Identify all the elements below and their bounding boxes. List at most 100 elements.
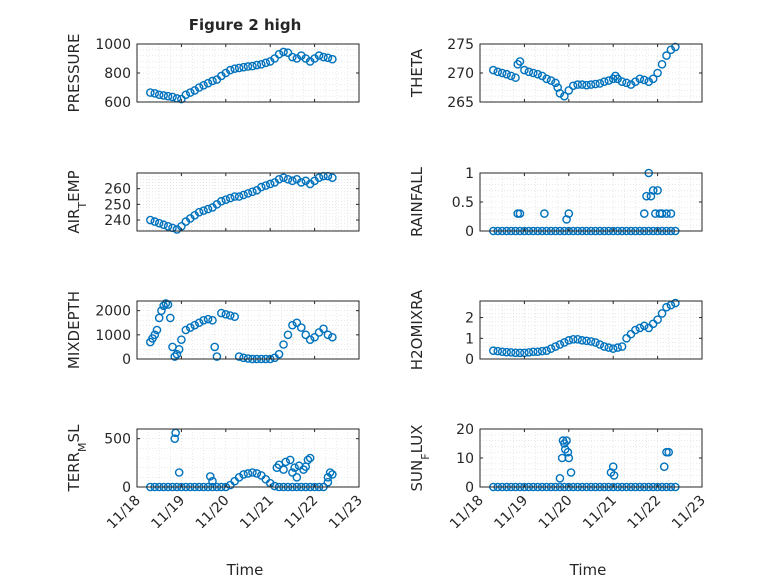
data-point [296,178,306,187]
data-point [174,468,184,477]
data-point [234,352,244,361]
data-point [319,324,328,334]
y-tick-label: 260 [104,182,131,198]
data-point [528,347,538,357]
y-axis-label: RAINFALL [408,166,426,237]
data-point [493,67,503,77]
data-point [502,347,511,357]
y-tick-label: 1000 [95,37,131,53]
data-point [653,186,662,195]
data-point [163,221,173,231]
x-tick-label: 11/20 [193,493,233,533]
data-point [515,57,525,66]
data-point [314,173,324,183]
data-point [328,173,337,183]
data-point [157,306,166,315]
data-point [177,335,186,344]
data-point [551,342,560,351]
y-tick-label: 2 [465,311,474,327]
data-point [305,335,315,344]
data-point [265,179,275,189]
data-point [205,472,215,481]
terr-msl-panel: 0 500 11/18 11/19 11/20 11/21 11/22 11/23 TERRMS… [65,424,366,532]
data-point [595,340,605,349]
data-point [172,349,182,359]
data-point [257,182,266,192]
y-axis-label: MIXDEPTH [65,291,83,369]
data-point [671,42,680,52]
data-point [664,447,674,457]
h2omixra-panel: 0 1 2 H2OMIXRA [408,289,703,370]
data-point [279,47,288,57]
data-point [270,481,279,491]
data-point [489,65,498,75]
axes-frame [479,300,703,360]
data-point [301,330,311,340]
data-point [533,69,543,79]
data-point [328,332,337,342]
data-point [239,470,248,479]
data-point [252,60,262,70]
sun-flux-panel: 0 10 20 11/18 11/19 11/20 11/21 11/22 11/23 SUNFL… [408,422,709,532]
data-point [230,312,239,322]
y-tick-label: 240 [104,213,131,229]
data-point [586,337,596,346]
data-point [274,49,284,59]
data-point [635,323,645,333]
rainfall-panel: 0 0.5 1 RAINFALL [408,166,703,240]
data-point [174,345,184,354]
data-point [506,348,516,357]
data-point [528,68,538,78]
mixdepth-panel: 0 1000 2000 MIXDEPTH [65,291,360,369]
y-tick-label: 0.5 [452,195,474,211]
data-point [163,91,173,101]
data-point [542,74,551,84]
data-point [154,218,164,228]
data-point [239,353,248,363]
data-point [239,62,248,72]
data-point [230,64,239,73]
data-point [270,54,279,63]
data-point [328,54,337,64]
data-point [199,206,208,215]
x-tick-label: 11/23 [669,493,709,533]
data-point [150,89,160,98]
data-point [653,68,662,78]
data-point [540,209,549,218]
data-point [497,68,507,78]
data-point [243,469,253,478]
data-point [243,189,253,198]
pressure-panel: 600 800 1000 PRESSURE [65,34,360,112]
y-tick-label: 270 [447,66,474,82]
data-point [666,300,676,310]
data-point [210,342,219,352]
data-point [190,320,200,330]
data-point [564,209,574,218]
y-tick-label: 10 [456,451,474,467]
data-point [613,343,622,352]
axes-box [136,172,360,232]
data-point [170,352,180,361]
data-point [639,209,649,218]
data-point [154,90,164,100]
data-point [248,468,257,477]
y-tick-label: 500 [104,432,131,448]
data-point [323,330,333,340]
data-point [279,340,288,349]
data-point [639,321,649,331]
data-point [657,209,667,218]
x-tick-label: 11/18 [447,493,487,533]
data-point [573,80,582,89]
y-tick-label: 265 [447,95,474,111]
data-point [595,79,605,88]
data-point [181,90,191,100]
data-point [537,346,547,356]
data-point [506,71,516,81]
data-point [310,332,319,342]
data-point [243,62,253,71]
data-point [283,330,293,340]
y-axis-label: AIRTEMP [65,170,89,233]
data-point [208,476,217,486]
